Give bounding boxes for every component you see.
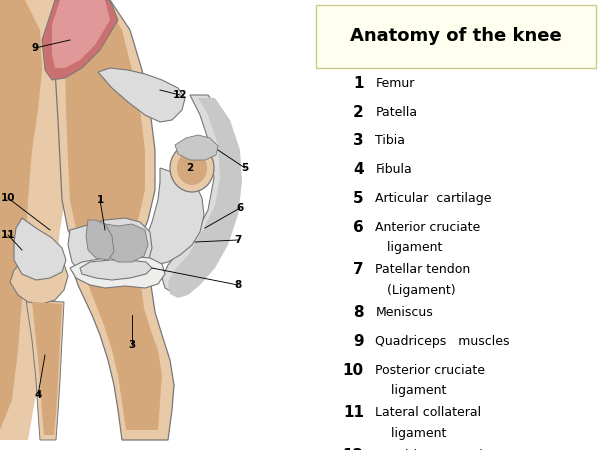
Text: ligament: ligament [376, 384, 447, 397]
Text: 12: 12 [343, 448, 364, 450]
Text: Quadriceps  tendon: Quadriceps tendon [376, 449, 499, 450]
Text: 2: 2 [353, 104, 364, 120]
Text: 8: 8 [353, 305, 364, 320]
Text: 7: 7 [353, 262, 364, 277]
Text: 3: 3 [128, 340, 136, 350]
Text: 9: 9 [31, 43, 38, 53]
Polygon shape [96, 224, 148, 262]
Polygon shape [0, 0, 42, 430]
Ellipse shape [82, 236, 128, 274]
Text: (Ligament): (Ligament) [376, 284, 456, 297]
Polygon shape [70, 256, 165, 288]
Text: 8: 8 [235, 280, 242, 290]
Text: Quadriceps   muscles: Quadriceps muscles [376, 335, 510, 348]
Text: 4: 4 [34, 390, 41, 400]
Text: Lateral collateral: Lateral collateral [376, 406, 481, 419]
Ellipse shape [177, 151, 207, 185]
Polygon shape [52, 0, 110, 68]
Polygon shape [55, 0, 155, 265]
Text: 4: 4 [353, 162, 364, 177]
Text: 10: 10 [1, 193, 15, 203]
Text: Anatomy of the knee: Anatomy of the knee [350, 27, 562, 45]
Text: Articular  cartilage: Articular cartilage [376, 192, 492, 205]
Text: Femur: Femur [376, 77, 415, 90]
Polygon shape [86, 276, 162, 430]
Text: 11: 11 [1, 230, 15, 240]
Text: Fibula: Fibula [376, 163, 412, 176]
Text: 3: 3 [353, 133, 364, 148]
Text: Posterior cruciate: Posterior cruciate [376, 364, 485, 377]
Polygon shape [14, 218, 66, 280]
Polygon shape [65, 0, 145, 254]
Text: Meniscus: Meniscus [376, 306, 433, 319]
Text: 6: 6 [236, 203, 244, 213]
Polygon shape [42, 0, 118, 80]
Polygon shape [144, 168, 204, 265]
Polygon shape [168, 98, 242, 298]
Text: Patella: Patella [376, 106, 418, 118]
Ellipse shape [170, 144, 214, 192]
Polygon shape [162, 95, 232, 292]
Polygon shape [26, 300, 64, 440]
Polygon shape [10, 254, 68, 304]
Text: 5: 5 [353, 191, 364, 206]
Text: 1: 1 [97, 195, 104, 205]
Polygon shape [98, 68, 185, 122]
Polygon shape [68, 218, 152, 284]
Text: 9: 9 [353, 334, 364, 349]
Polygon shape [0, 0, 90, 440]
FancyBboxPatch shape [316, 4, 596, 68]
Text: ligament: ligament [376, 427, 447, 440]
Text: 2: 2 [187, 163, 194, 173]
Text: 10: 10 [343, 363, 364, 378]
Text: Patellar tendon: Patellar tendon [376, 263, 470, 276]
Text: 7: 7 [235, 235, 242, 245]
Text: 12: 12 [173, 90, 187, 100]
Ellipse shape [74, 229, 136, 281]
Polygon shape [80, 260, 152, 280]
Polygon shape [72, 262, 174, 440]
Polygon shape [86, 220, 114, 260]
Text: 6: 6 [353, 220, 364, 235]
Polygon shape [32, 302, 62, 435]
Text: ligament: ligament [376, 242, 443, 254]
Polygon shape [175, 135, 218, 160]
Text: 1: 1 [353, 76, 364, 91]
Text: Anterior cruciate: Anterior cruciate [376, 221, 481, 234]
Text: 11: 11 [343, 405, 364, 420]
Text: Tibia: Tibia [376, 135, 406, 148]
Text: 5: 5 [241, 163, 248, 173]
